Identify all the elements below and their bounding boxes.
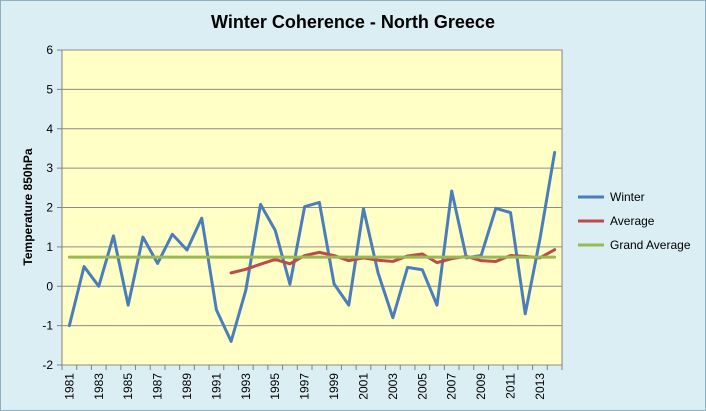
series-lines — [67, 150, 557, 343]
series-line-average — [229, 248, 557, 275]
x-tick-label: 1985 — [121, 373, 135, 400]
x-tick-label: 2003 — [386, 373, 400, 400]
x-tick-label: 1987 — [151, 373, 165, 400]
x-axis: 1981 1983 1985 1987 1989 1991 1993 1995 1997 1999… — [61, 365, 563, 400]
x-tick-label: 1995 — [268, 373, 282, 400]
y-tick-label: -1 — [42, 319, 53, 333]
x-tick-label: 1997 — [298, 373, 312, 400]
legend: Winter Average Grand Average — [578, 190, 691, 252]
y-axis: -2 -1 0 1 2 3 4 5 6 — [42, 43, 62, 372]
x-tick-label: 2013 — [533, 373, 547, 400]
x-tick-label: 2007 — [445, 373, 459, 400]
x-tick-label: 1999 — [327, 373, 341, 400]
gridlines — [62, 49, 562, 366]
chart-title: Winter Coherence - North Greece — [211, 12, 495, 32]
x-tick-label: 2001 — [356, 373, 370, 400]
legend-label: Average — [610, 214, 655, 228]
y-tick-label: 0 — [46, 279, 53, 293]
y-tick-label: 3 — [46, 161, 53, 175]
y-tick-label: 2 — [46, 201, 53, 215]
y-tick-label: 6 — [46, 43, 53, 57]
x-tick-label: 1993 — [239, 373, 253, 400]
legend-label: Winter — [610, 190, 645, 204]
x-tick-label: 2011 — [504, 373, 518, 399]
y-tick-label: 4 — [46, 122, 53, 136]
y-tick-label: 5 — [46, 82, 53, 96]
x-tick-label: 1981 — [62, 373, 76, 400]
y-tick-label: -2 — [42, 358, 53, 372]
x-tick-label: 1983 — [92, 373, 106, 400]
x-tick-label: 2009 — [474, 373, 488, 400]
y-axis-label: Temperature 850hPa — [21, 148, 35, 265]
x-tick-label: 1989 — [180, 373, 194, 400]
y-tick-label: 1 — [46, 240, 53, 254]
x-tick-label: 2005 — [415, 373, 429, 400]
x-tick-label: 1991 — [209, 373, 223, 400]
legend-label: Grand Average — [610, 238, 691, 252]
